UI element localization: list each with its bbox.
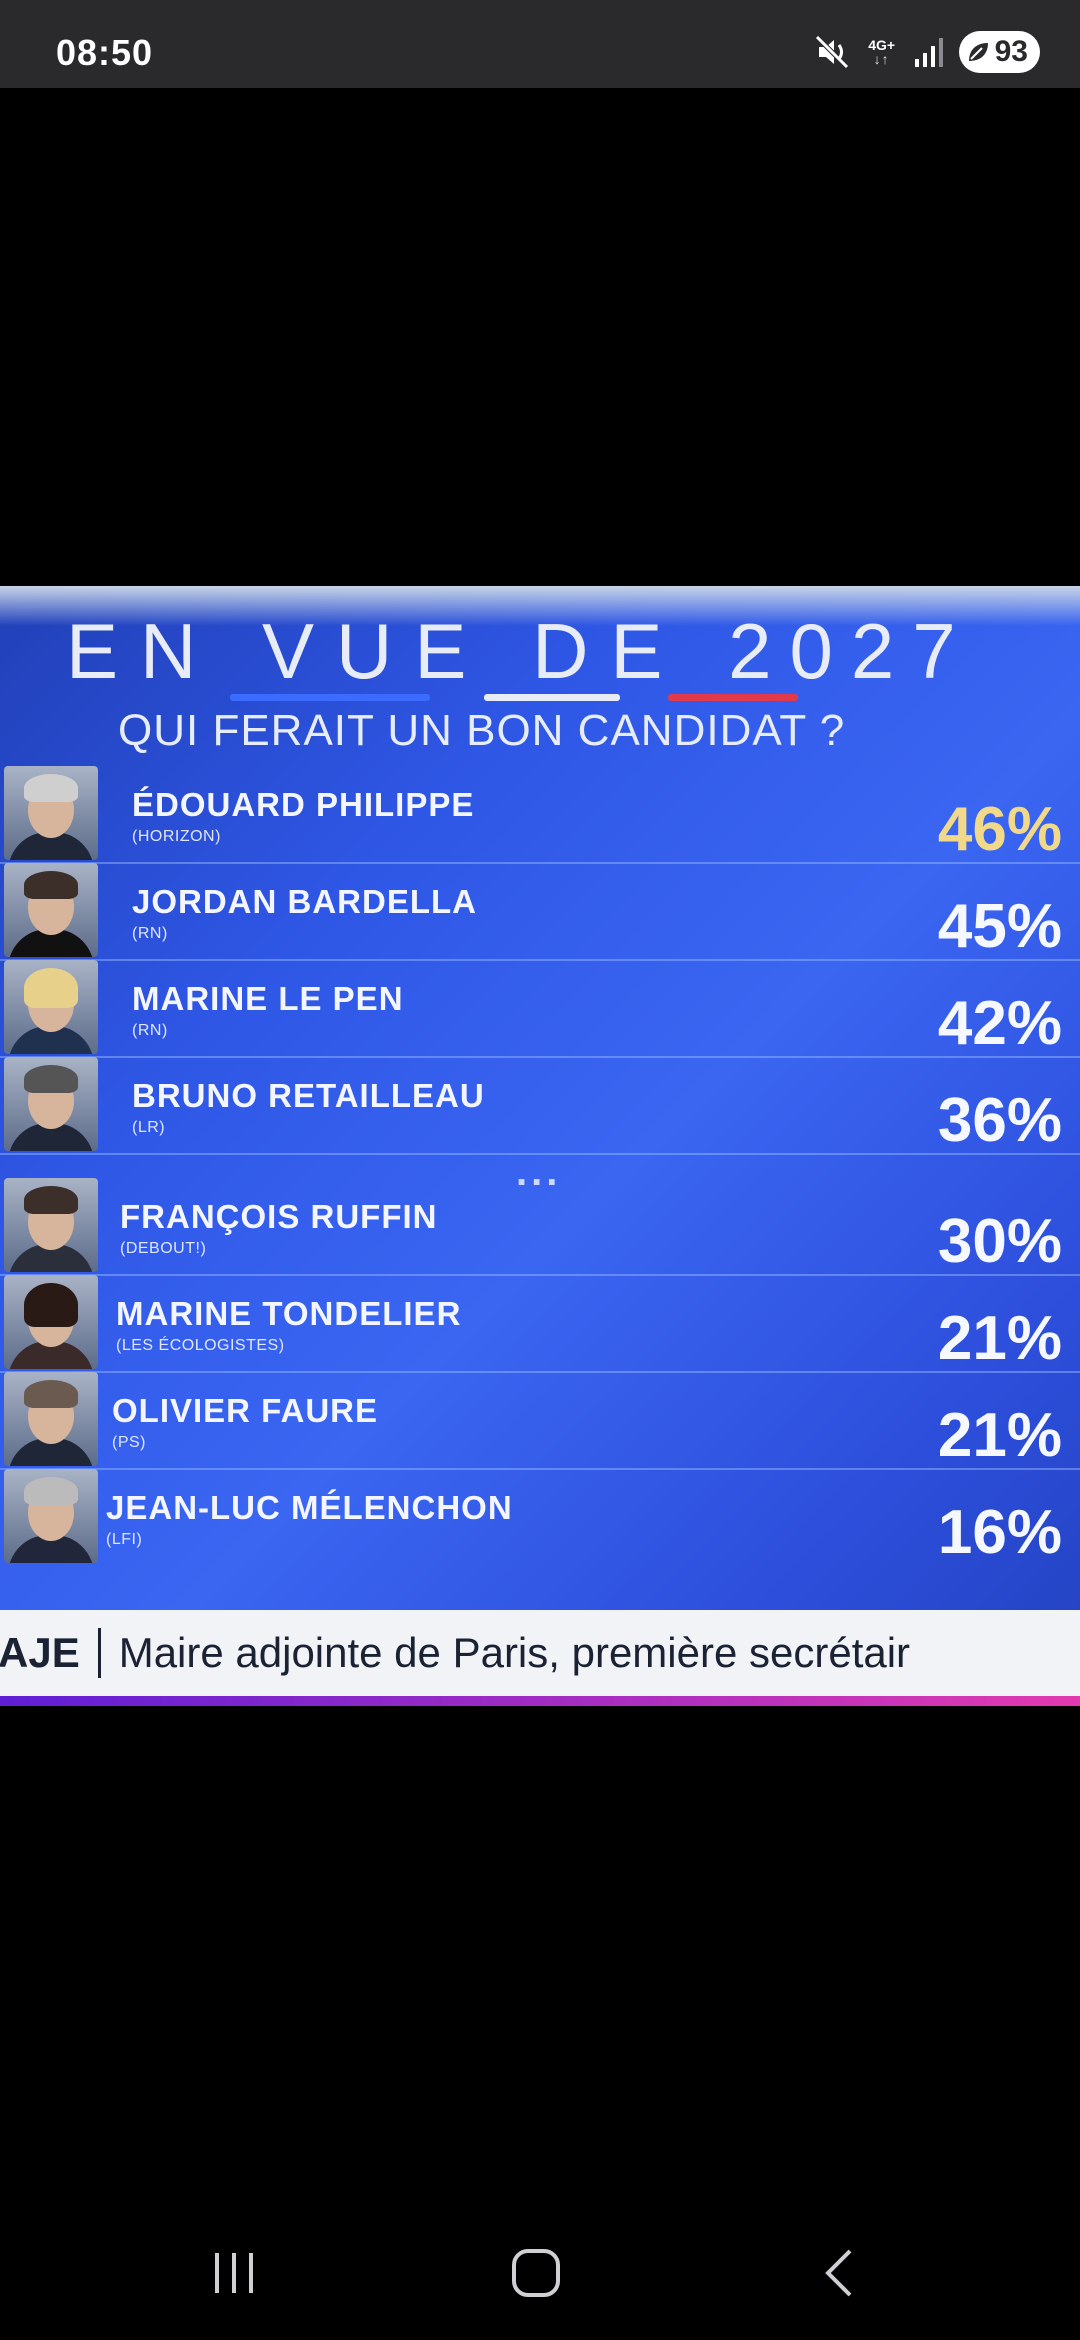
signal-icon (913, 35, 945, 69)
candidate-row: FRANÇOIS RUFFIN (DEBOUT!) 30% (0, 1178, 1080, 1276)
candidate-photo (4, 766, 98, 860)
candidate-row: JORDAN BARDELLA (RN) 45% (0, 863, 1080, 961)
network-indicator: 4G+ ↓↑ (865, 38, 899, 66)
candidate-percent: 42% (937, 989, 1062, 1058)
candidate-percent: 45% (937, 892, 1062, 961)
candidate-percent: 36% (937, 1086, 1062, 1155)
candidate-name: JEAN-LUC MÉLENCHON (106, 1489, 513, 1526)
candidate-percent: 21% (937, 1401, 1062, 1470)
candidate-row: MARINE LE PEN (RN) 42% (0, 960, 1080, 1058)
candidate-photo (4, 1275, 98, 1369)
candidate-party: (LFI) (106, 1531, 143, 1548)
candidate-row: OLIVIER FAURE (PS) 21% (0, 1372, 1080, 1470)
candidate-name: ÉDOUARD PHILIPPE (132, 786, 475, 823)
candidate-name: OLIVIER FAURE (112, 1392, 379, 1429)
headline: EN VUE DE 2027 (66, 606, 974, 697)
navigation-bar (0, 2210, 1080, 2340)
candidate-photo (4, 1469, 98, 1563)
ticker-text: Maire adjointe de Paris, première secrét… (118, 1629, 911, 1676)
status-bar: 08:50 4G+ ↓↑ (0, 0, 1080, 88)
recents-icon (209, 2251, 259, 2300)
candidate-party: (LR) (132, 1119, 166, 1136)
headline-word: VUE (262, 607, 489, 695)
candidate-percent: 16% (937, 1498, 1062, 1567)
mute-icon (813, 33, 851, 71)
candidate-percent: 30% (937, 1207, 1062, 1276)
battery-icon: 93 (958, 31, 1040, 73)
candidate-row: BRUNO RETAILLEAU (LR) 36% (0, 1057, 1080, 1155)
ellipsis: ... (516, 1150, 562, 1194)
candidate-party: (HORIZON) (132, 828, 221, 845)
ticker-separator (97, 1628, 101, 1678)
clock: 08:50 (56, 32, 154, 73)
candidate-photo (4, 1372, 98, 1466)
ticker-tag: AJE (0, 1629, 80, 1676)
back-icon (820, 2247, 860, 2304)
data-arrows-icon: ↓↑ (873, 51, 890, 67)
candidate-name: MARINE TONDELIER (116, 1295, 462, 1332)
candidate-name: JORDAN BARDELLA (132, 883, 477, 920)
home-icon (510, 2247, 562, 2304)
underline-white (484, 694, 620, 701)
candidate-name: FRANÇOIS RUFFIN (120, 1198, 438, 1235)
recents-button[interactable] (194, 2240, 274, 2310)
candidate-name: BRUNO RETAILLEAU (132, 1077, 485, 1114)
network-type: 4G+ (868, 37, 896, 53)
home-button[interactable] (496, 2240, 576, 2310)
power-saving-icon (965, 39, 991, 65)
candidate-name: MARINE LE PEN (132, 980, 404, 1017)
underline-red (668, 694, 798, 701)
candidate-row: JEAN-LUC MÉLENCHON (LFI) 16% (0, 1469, 1080, 1567)
candidate-percent: 46% (937, 795, 1062, 864)
candidate-photo (4, 1178, 98, 1272)
screen-glare (0, 586, 1080, 626)
back-button[interactable] (800, 2240, 880, 2310)
ticker-accent-line (0, 1696, 1080, 1706)
candidate-row: ÉDOUARD PHILIPPE (HORIZON) 46% (0, 766, 1080, 864)
candidate-party: (DEBOUT!) (120, 1240, 207, 1257)
candidate-percent: 21% (937, 1304, 1062, 1373)
status-icons: 4G+ ↓↑ 93 (813, 28, 1040, 76)
headline-year: 2027 (728, 607, 974, 695)
candidate-row: MARINE TONDELIER (LES ÉCOLOGISTES) 21% (0, 1275, 1080, 1373)
headline-word: EN (66, 607, 219, 695)
candidate-party: (LES ÉCOLOGISTES) (116, 1337, 285, 1354)
headline-word: DE (532, 607, 685, 695)
tricolor-underline (0, 694, 1080, 714)
news-ticker: AJE Maire adjointe de Paris, première se… (0, 1610, 1080, 1696)
candidate-photo (4, 960, 98, 1054)
underline-blue (230, 694, 430, 701)
candidate-photo (4, 1057, 98, 1151)
tv-screen-photo: EN VUE DE 2027 QUI FERAIT UN BON CANDIDA… (0, 586, 1080, 1706)
subtitle: QUI FERAIT UN BON CANDIDAT ? (118, 706, 846, 755)
candidate-photo (4, 863, 98, 957)
candidate-party: (PS) (112, 1434, 146, 1451)
battery-level: 93 (994, 35, 1028, 68)
candidate-party: (RN) (132, 925, 168, 942)
candidate-party: (RN) (132, 1022, 168, 1039)
